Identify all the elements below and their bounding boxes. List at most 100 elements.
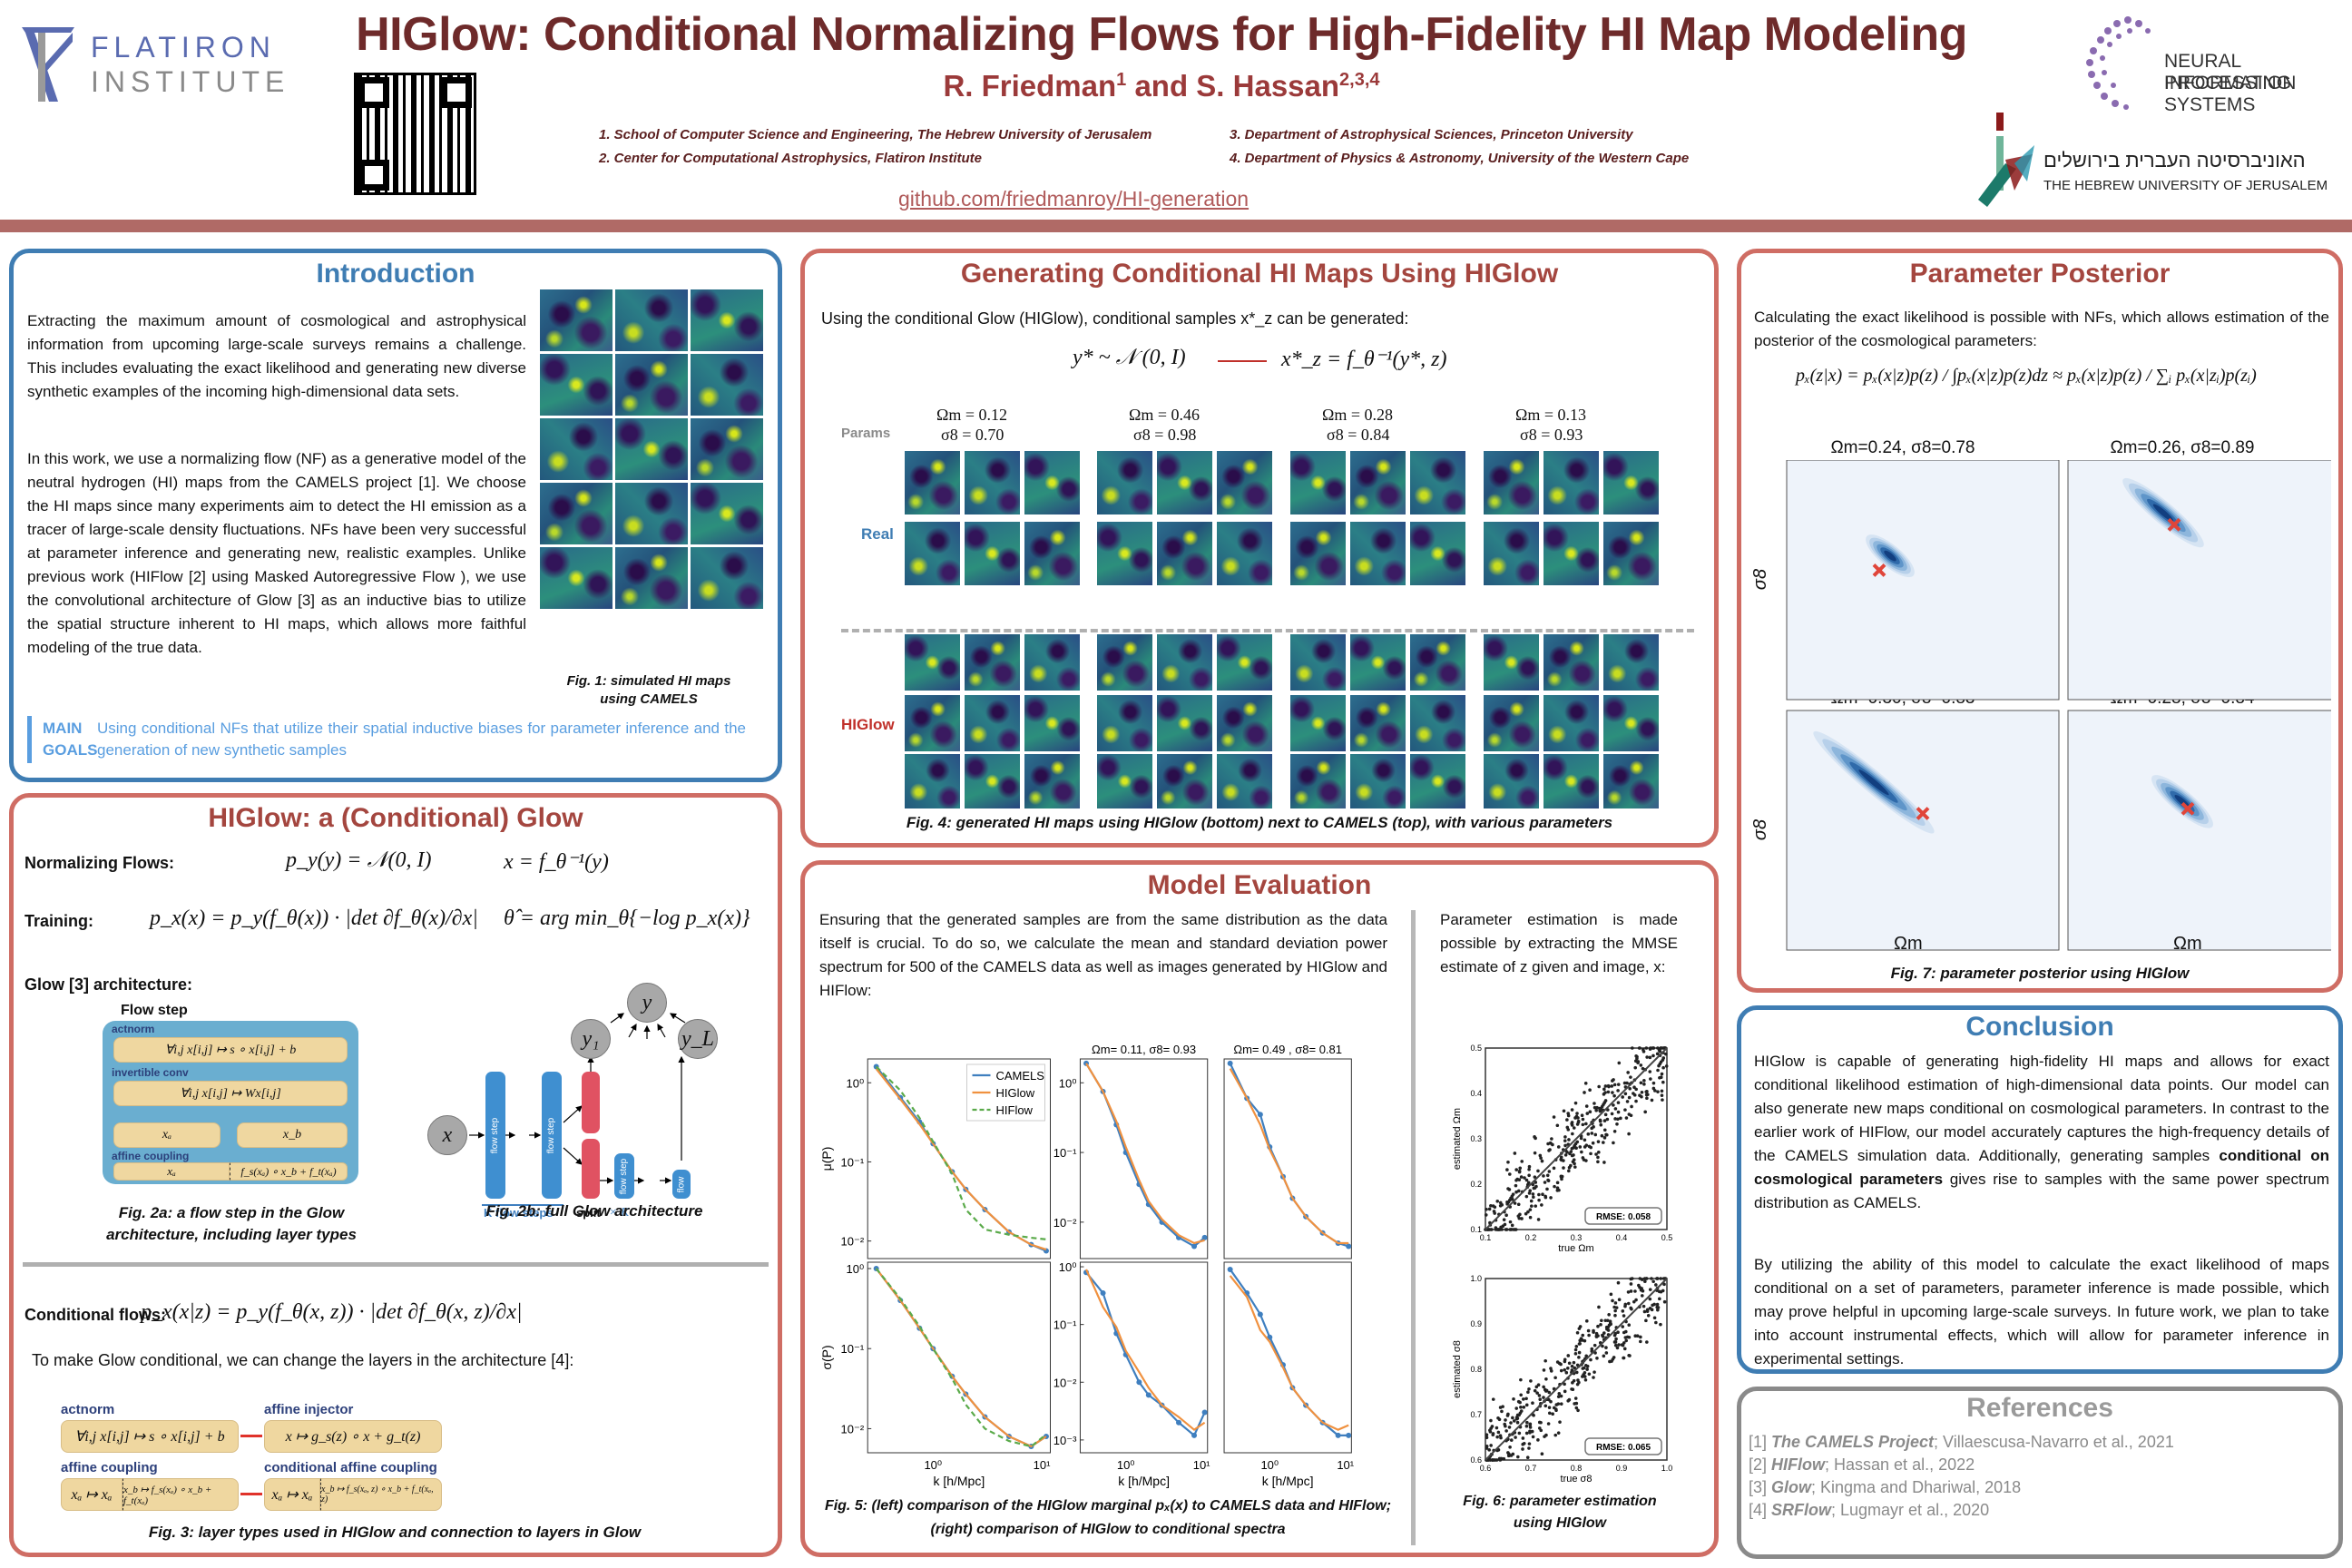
scatter-point: [1585, 1364, 1590, 1368]
actnorm-label: actnorm: [112, 1023, 155, 1035]
reference-name: Glow: [1771, 1478, 1812, 1496]
scatter-point: [1563, 1357, 1567, 1362]
y-tick-label: 10⁻¹: [841, 1342, 865, 1356]
scatter-point: [1574, 1370, 1579, 1375]
scatter-point: [1645, 1309, 1650, 1313]
scatter-point: [1572, 1153, 1575, 1157]
scatter-point: [1519, 1175, 1524, 1179]
hi-map-tile: [1544, 634, 1599, 691]
y-axis-label: estimated σ8: [1452, 1340, 1463, 1398]
scatter-point: [1664, 1052, 1668, 1056]
evaluation-title: Model Evaluation: [1147, 870, 1372, 900]
introduction-panel: Introduction Extracting the maximum amou…: [9, 249, 782, 782]
flow-bar: flow: [672, 1170, 691, 1199]
hi-map-tile: [1410, 695, 1465, 751]
scatter-point: [1576, 1116, 1580, 1120]
references-title: References: [1966, 1393, 2113, 1423]
scatter-point: [1488, 1430, 1493, 1434]
hi-map-tile: [965, 451, 1020, 514]
scatter-point: [1505, 1200, 1509, 1204]
hi-map-tile: [1603, 634, 1659, 691]
scatter-point: [1595, 1105, 1599, 1110]
x-tick-label: 0.8: [1571, 1464, 1583, 1473]
scatter-point: [1576, 1378, 1580, 1382]
reference-item: [1] The CAMELS Project; Villaescusa-Nava…: [1749, 1431, 2329, 1454]
scatter-point: [1547, 1170, 1552, 1173]
posterior-contour: [1858, 769, 1889, 796]
hi-map-tile: [1544, 451, 1599, 514]
hi-map-tile: [1603, 451, 1659, 514]
y-tick-label: 0.5: [1470, 1044, 1482, 1053]
scatter-point: [1508, 1172, 1512, 1176]
scatter-point: [1584, 1354, 1588, 1358]
scatter-point: [1626, 1301, 1631, 1306]
dashed-separator: [841, 629, 1694, 632]
y-tick-label: 10⁻¹: [1054, 1318, 1077, 1332]
xb-box: x_b: [237, 1122, 348, 1148]
posterior-xlabel-right: Ωm: [2173, 934, 2202, 954]
scatter-point: [1538, 1153, 1543, 1158]
x-tick-label: 0.2: [1525, 1233, 1537, 1242]
data-point: [1227, 1266, 1233, 1272]
scatter-point: [1548, 1148, 1552, 1152]
scatter-point: [1555, 1181, 1560, 1185]
scatter-point: [1580, 1113, 1584, 1118]
hi-map-tile: [1290, 522, 1346, 585]
scatter-point: [1565, 1366, 1570, 1370]
cond-label: Conditional flows:: [24, 1306, 166, 1324]
scatter-point: [1514, 1406, 1519, 1410]
scatter-point: [1592, 1102, 1596, 1105]
scatter-point: [1514, 1168, 1518, 1171]
scatter-point: [1521, 1397, 1525, 1401]
scatter-point: [1600, 1318, 1603, 1323]
x-axis-label: k [h/Mpc]: [933, 1474, 985, 1488]
scatter-point: [1610, 1084, 1614, 1088]
scatter-point: [1645, 1096, 1649, 1101]
scatter-point: [1634, 1054, 1638, 1058]
y-tick-label: 10⁻³: [1054, 1434, 1077, 1447]
scatter-point: [1495, 1228, 1499, 1231]
data-point: [1201, 1234, 1208, 1240]
scatter-point: [1563, 1153, 1568, 1157]
flatiron-logo: FLATIRON INSTITUTE: [18, 22, 318, 103]
scatter-point: [1563, 1367, 1567, 1372]
scatter-point: [1542, 1396, 1545, 1399]
scatter-point: [1592, 1328, 1595, 1333]
scatter-point: [1552, 1166, 1556, 1171]
arrow-right-icon: [240, 1435, 262, 1437]
scatter-point: [1596, 1160, 1600, 1164]
hi-map-tile: [1484, 522, 1539, 585]
scatter-point: [1645, 1090, 1649, 1093]
scatter-point: [1599, 1323, 1602, 1327]
reference-item: [2] HIFlow; Hassan et al., 2022: [1749, 1454, 2329, 1476]
github-link[interactable]: github.com/friedmanroy/HI-generation: [898, 187, 1250, 211]
scatter-point: [1528, 1189, 1533, 1192]
param-sigma-8: σ8 = 0.93: [1520, 426, 1583, 444]
y-tick-label: 10⁰: [1059, 1260, 1077, 1274]
scatter-point: [1595, 1356, 1599, 1360]
scatter-point: [1611, 1298, 1614, 1303]
scatter-point: [1579, 1337, 1583, 1341]
fig3-injector-label: affine injector: [264, 1402, 354, 1417]
scatter-point: [1579, 1136, 1583, 1141]
qr-code[interactable]: [354, 73, 476, 195]
hi-map-tile: [1544, 522, 1599, 585]
scatter-point: [1577, 1350, 1582, 1355]
scatter-point: [1498, 1200, 1503, 1205]
x-tick-label: 0.5: [1661, 1233, 1673, 1242]
y-axis-label: μ(P): [819, 1147, 834, 1171]
scatter-point: [1516, 1189, 1521, 1193]
author-1: R. Friedman: [943, 69, 1117, 103]
scatter-point: [1614, 1337, 1618, 1341]
scatter-point: [1559, 1157, 1563, 1161]
hi-map-tile: [540, 289, 612, 351]
scatter-point: [1565, 1125, 1570, 1130]
y-tick-label: 10⁻²: [841, 1422, 865, 1436]
references-list: [1] The CAMELS Project; Villaescusa-Nava…: [1749, 1431, 2329, 1522]
scatter-point: [1590, 1126, 1593, 1131]
scatter-point: [1651, 1086, 1656, 1091]
scatter-point: [1616, 1280, 1621, 1285]
scatter-point: [1557, 1361, 1562, 1366]
scatter-point: [1496, 1416, 1500, 1420]
x-axis-label: k [h/Mpc]: [1262, 1474, 1314, 1488]
